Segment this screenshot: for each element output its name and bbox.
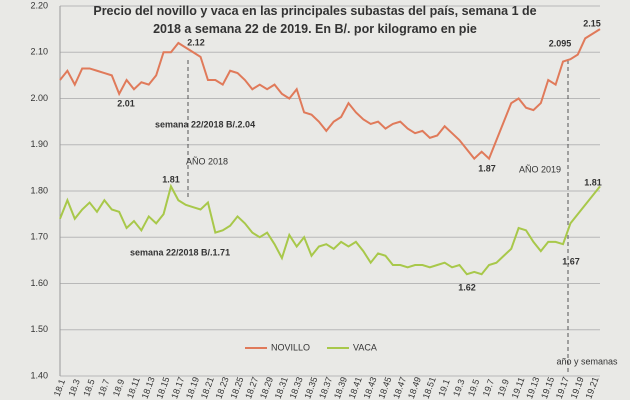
annotation: 2.095 [549, 38, 572, 48]
annotation: 2.15 [583, 18, 601, 28]
x-tick-label: 18.1 [52, 378, 67, 398]
legend-label: VACA [353, 342, 377, 352]
annotation: AÑO 2018 [186, 156, 228, 166]
y-tick-label: 1.50 [30, 324, 48, 334]
series-line [59, 183, 601, 276]
y-tick-label: 1.40 [30, 370, 48, 380]
y-tick-label: 1.80 [30, 185, 48, 195]
y-tick-label: 2.20 [30, 0, 48, 10]
x-tick-label: 19.7 [481, 378, 496, 398]
annotation: semana 22/2018 B/.2.04 [155, 119, 255, 129]
y-tick-label: 2.00 [30, 93, 48, 103]
x-tick-label: 19.21 [583, 375, 600, 400]
annotation: 1.81 [584, 177, 602, 187]
x-tick-label: 18.51 [421, 375, 438, 400]
annotation: 2.01 [117, 98, 135, 108]
x-tick-label: 19.1 [436, 378, 451, 398]
y-tick-label: 1.70 [30, 232, 48, 242]
x-tick-label: 19.9 [496, 378, 511, 398]
y-tick-label: 1.90 [30, 139, 48, 149]
annotation: AÑO 2019 [519, 164, 561, 174]
x-tick-label: 19.5 [466, 378, 481, 398]
y-tick-label: 1.60 [30, 278, 48, 288]
x-tick-label: 18.7 [96, 378, 111, 398]
x-tick-label: 18.3 [67, 378, 82, 398]
annotation: año y semanas [556, 356, 618, 366]
annotation: 1.62 [458, 282, 476, 292]
annotation: 1.87 [478, 163, 496, 173]
x-tick-label: 18.9 [111, 378, 126, 398]
annotation: semana 22/2018 B/.1.71 [130, 247, 230, 257]
legend-label: NOVILLO [271, 342, 310, 352]
x-tick-label: 18.5 [81, 378, 96, 398]
x-tick-label: 19.3 [451, 378, 466, 398]
annotation: 1.81 [162, 174, 180, 184]
annotation: 1.67 [562, 256, 580, 266]
annotation: 2.12 [187, 37, 205, 47]
series-line [59, 28, 601, 161]
y-tick-label: 2.10 [30, 47, 48, 57]
chart-title: Precio del novillo y vaca en las princip… [93, 4, 537, 36]
